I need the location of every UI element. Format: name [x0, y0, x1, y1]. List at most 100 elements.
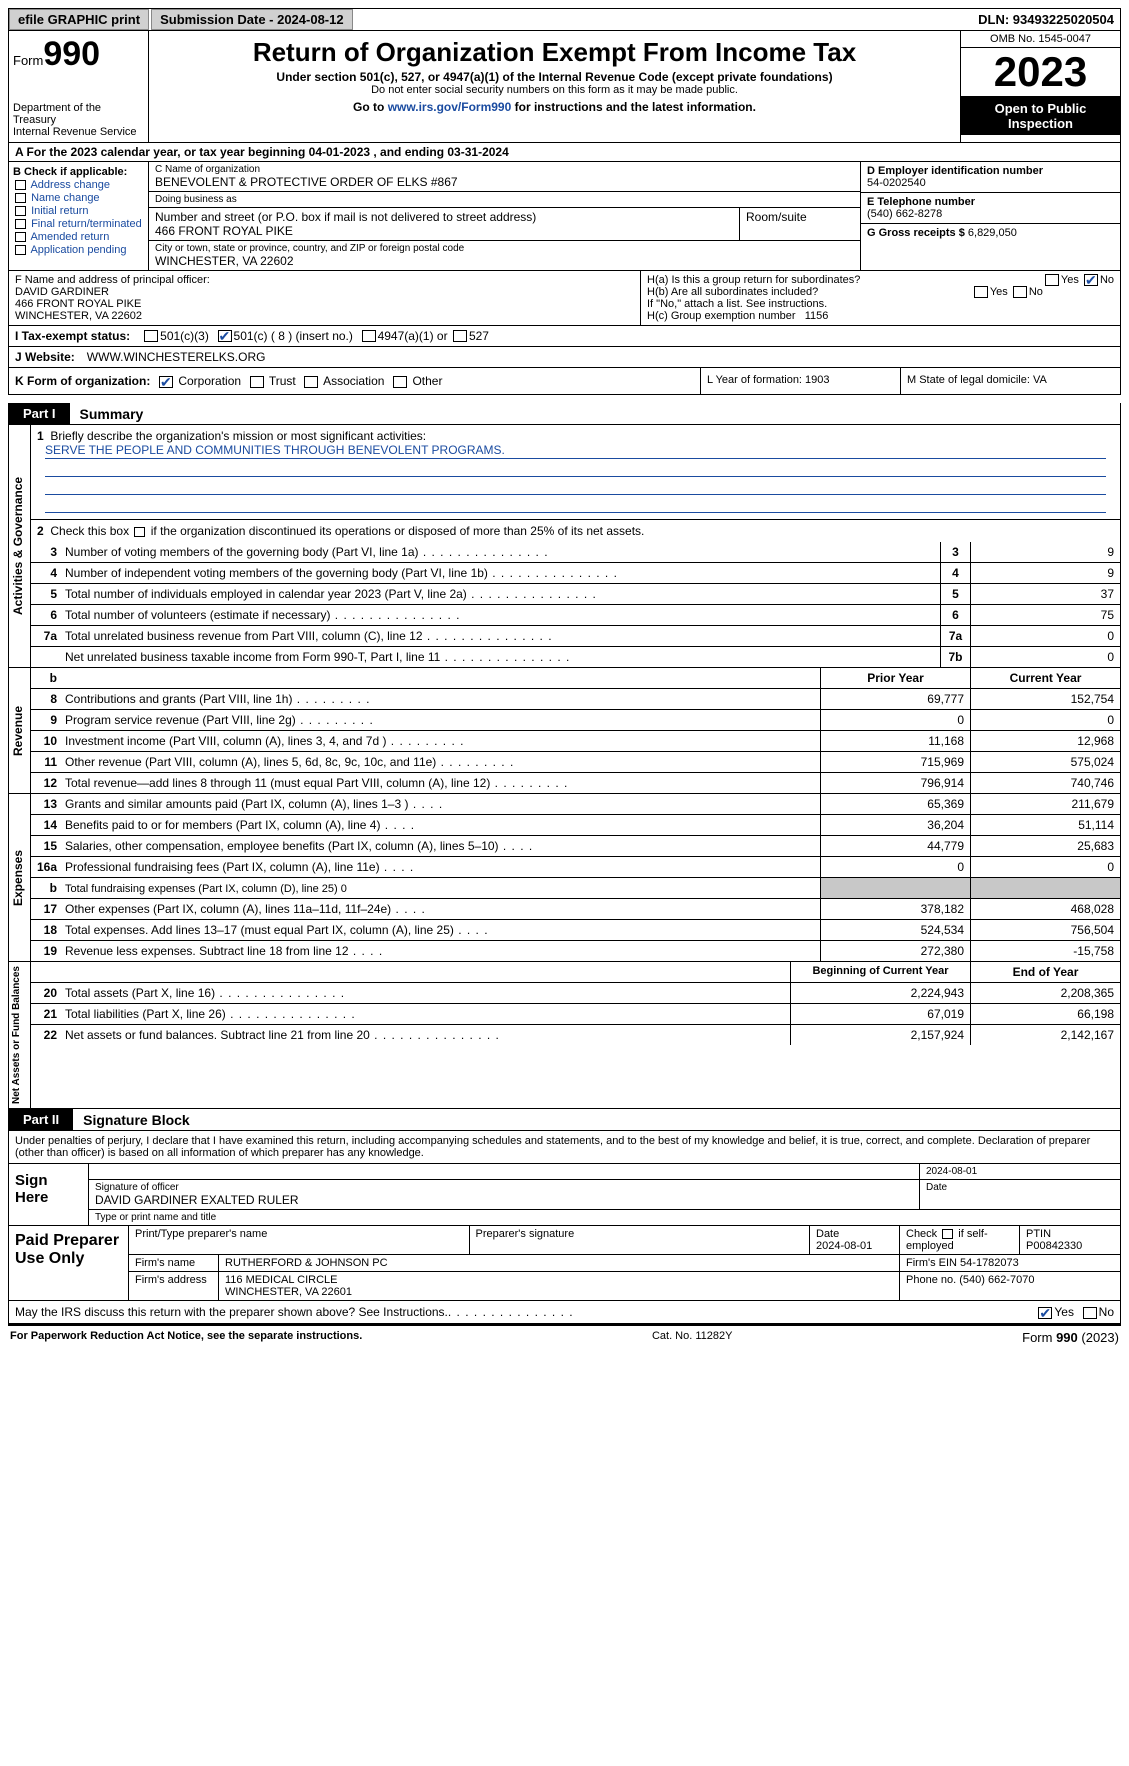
omb-number: OMB No. 1545-0047 [961, 31, 1120, 48]
year-formation: L Year of formation: 1903 [700, 368, 900, 394]
side-net-assets: Net Assets or Fund Balances [9, 962, 31, 1108]
summary-row: 5Total number of individuals employed in… [31, 584, 1120, 605]
efile-print-button[interactable]: efile GRAPHIC print [9, 9, 149, 30]
q1-label: Briefly describe the organization's miss… [50, 429, 426, 443]
chk-self-employed[interactable] [942, 1229, 953, 1239]
prep-sig-label: Preparer's signature [470, 1226, 811, 1254]
dln-label: DLN: 93493225020504 [978, 12, 1120, 27]
chk-501c3[interactable] [144, 330, 158, 342]
chk-discontinued[interactable] [134, 527, 145, 537]
header-sub1: Under section 501(c), 527, or 4947(a)(1)… [155, 70, 954, 84]
summary-row: 19Revenue less expenses. Subtract line 1… [31, 941, 1120, 961]
sig-officer-label: Signature of officer [95, 1182, 913, 1193]
form-number: Form990 [13, 35, 144, 74]
chk-association[interactable] [304, 376, 318, 388]
tax-exempt-row: I Tax-exempt status: 501(c)(3) 501(c) ( … [8, 326, 1121, 347]
summary-row: 3Number of voting members of the governi… [31, 542, 1120, 563]
hc-label: H(c) Group exemption number [647, 310, 796, 322]
section-b-label: B Check if applicable: [13, 166, 144, 178]
hdr-prior-year: Prior Year [820, 668, 970, 688]
chk-final-return[interactable]: Final return/terminated [13, 218, 144, 230]
header-sub3: Go to www.irs.gov/Form990 for instructio… [155, 100, 954, 114]
summary-row: 6Total number of volunteers (estimate if… [31, 605, 1120, 626]
ein-label: D Employer identification number [867, 165, 1114, 177]
hb-label: H(b) Are all subordinates included? [647, 286, 818, 298]
sig-date-label: Date [920, 1180, 1120, 1209]
discuss-no-checkbox[interactable] [1083, 1307, 1097, 1319]
chk-4947[interactable] [362, 330, 376, 342]
ein-value: 54-0202540 [867, 177, 1114, 189]
footer: For Paperwork Reduction Act Notice, see … [8, 1324, 1121, 1349]
type-name-label: Type or print name and title [89, 1210, 1120, 1225]
summary-row: 12Total revenue—add lines 8 through 11 (… [31, 773, 1120, 793]
hc-value: 1156 [805, 310, 829, 322]
chk-name-change[interactable]: Name change [13, 192, 144, 204]
summary-row: Net unrelated business taxable income fr… [31, 647, 1120, 667]
firm-ein: 54-1782073 [960, 1257, 1019, 1269]
side-expenses: Expenses [9, 794, 31, 961]
chk-initial-return[interactable]: Initial return [13, 205, 144, 217]
addr-value: 466 FRONT ROYAL PIKE [155, 224, 733, 238]
hb-note: If "No," attach a list. See instructions… [647, 298, 1114, 310]
chk-application-pending[interactable]: Application pending [13, 244, 144, 256]
firm-phone: (540) 662-7070 [959, 1274, 1034, 1286]
irs-link[interactable]: www.irs.gov/Form990 [388, 100, 512, 114]
side-revenue: Revenue [9, 668, 31, 793]
hdr-end-year: End of Year [970, 962, 1120, 982]
tax-period: A For the 2023 calendar year, or tax yea… [8, 143, 1121, 162]
officer-name: DAVID GARDINER [15, 286, 634, 298]
ptin-value: P00842330 [1026, 1240, 1082, 1252]
chk-527[interactable] [453, 330, 467, 342]
officer-addr1: 466 FRONT ROYAL PIKE [15, 298, 634, 310]
hdr-beg-year: Beginning of Current Year [790, 962, 970, 982]
room-label: Room/suite [746, 210, 854, 224]
form-title: Return of Organization Exempt From Incom… [155, 37, 954, 68]
inspection-label: Open to Public Inspection [961, 97, 1120, 135]
prep-date: 2024-08-01 [816, 1240, 872, 1252]
sig-officer-name: DAVID GARDINER EXALTED RULER [95, 1193, 913, 1207]
prep-self-employed: Check if self-employed [900, 1226, 1020, 1254]
chk-address-change[interactable]: Address change [13, 179, 144, 191]
q2-label: Check this box if the organization disco… [50, 524, 644, 538]
summary-row: 18Total expenses. Add lines 13–17 (must … [31, 920, 1120, 941]
dba-label: Doing business as [155, 194, 854, 205]
chk-amended-return[interactable]: Amended return [13, 231, 144, 243]
summary-row: 9Program service revenue (Part VIII, lin… [31, 710, 1120, 731]
part1-header: Part I Summary [8, 403, 1121, 425]
hdr-current-year: Current Year [970, 668, 1120, 688]
form-header: Form990 Department of the Treasury Inter… [8, 31, 1121, 143]
signature-intro: Under penalties of perjury, I declare th… [8, 1131, 1121, 1164]
city-value: WINCHESTER, VA 22602 [155, 254, 854, 268]
state-domicile: M State of legal domicile: VA [900, 368, 1120, 394]
chk-corporation[interactable] [159, 376, 173, 388]
ha-no-checkbox[interactable] [1084, 274, 1098, 286]
tax-year: 2023 [961, 48, 1120, 97]
summary-row: 11Other revenue (Part VIII, column (A), … [31, 752, 1120, 773]
org-name: BENEVOLENT & PROTECTIVE ORDER OF ELKS #8… [155, 175, 854, 189]
city-label: City or town, state or province, country… [155, 243, 854, 254]
sign-here-block: Sign Here 2024-08-01 Signature of office… [8, 1164, 1121, 1226]
summary-row: 15Salaries, other compensation, employee… [31, 836, 1120, 857]
header-sub2: Do not enter social security numbers on … [155, 84, 954, 96]
summary-row: 17Other expenses (Part IX, column (A), l… [31, 899, 1120, 920]
part2-header: Part II Signature Block [8, 1109, 1121, 1131]
discuss-row: May the IRS discuss this return with the… [8, 1301, 1121, 1324]
officer-row: F Name and address of principal officer:… [8, 271, 1121, 326]
chk-other[interactable] [393, 376, 407, 388]
discuss-yes-checkbox[interactable] [1038, 1307, 1052, 1319]
summary-row: 13Grants and similar amounts paid (Part … [31, 794, 1120, 815]
hb-no-checkbox[interactable] [1013, 286, 1027, 298]
addr-label: Number and street (or P.O. box if mail i… [155, 210, 733, 224]
chk-501c[interactable] [218, 330, 232, 342]
ha-label: H(a) Is this a group return for subordin… [647, 274, 860, 286]
firm-addr2: WINCHESTER, VA 22601 [225, 1286, 352, 1298]
hb-yes-checkbox[interactable] [974, 286, 988, 298]
mission-text: SERVE THE PEOPLE AND COMMUNITIES THROUGH… [45, 443, 1106, 459]
firm-addr1: 116 MEDICAL CIRCLE [225, 1274, 337, 1286]
org-name-label: C Name of organization [155, 164, 854, 175]
phone-label: E Telephone number [867, 196, 1114, 208]
summary-row: bTotal fundraising expenses (Part IX, co… [31, 878, 1120, 899]
chk-trust[interactable] [250, 376, 264, 388]
summary-row: 14Benefits paid to or for members (Part … [31, 815, 1120, 836]
sig-date: 2024-08-01 [920, 1164, 1120, 1179]
